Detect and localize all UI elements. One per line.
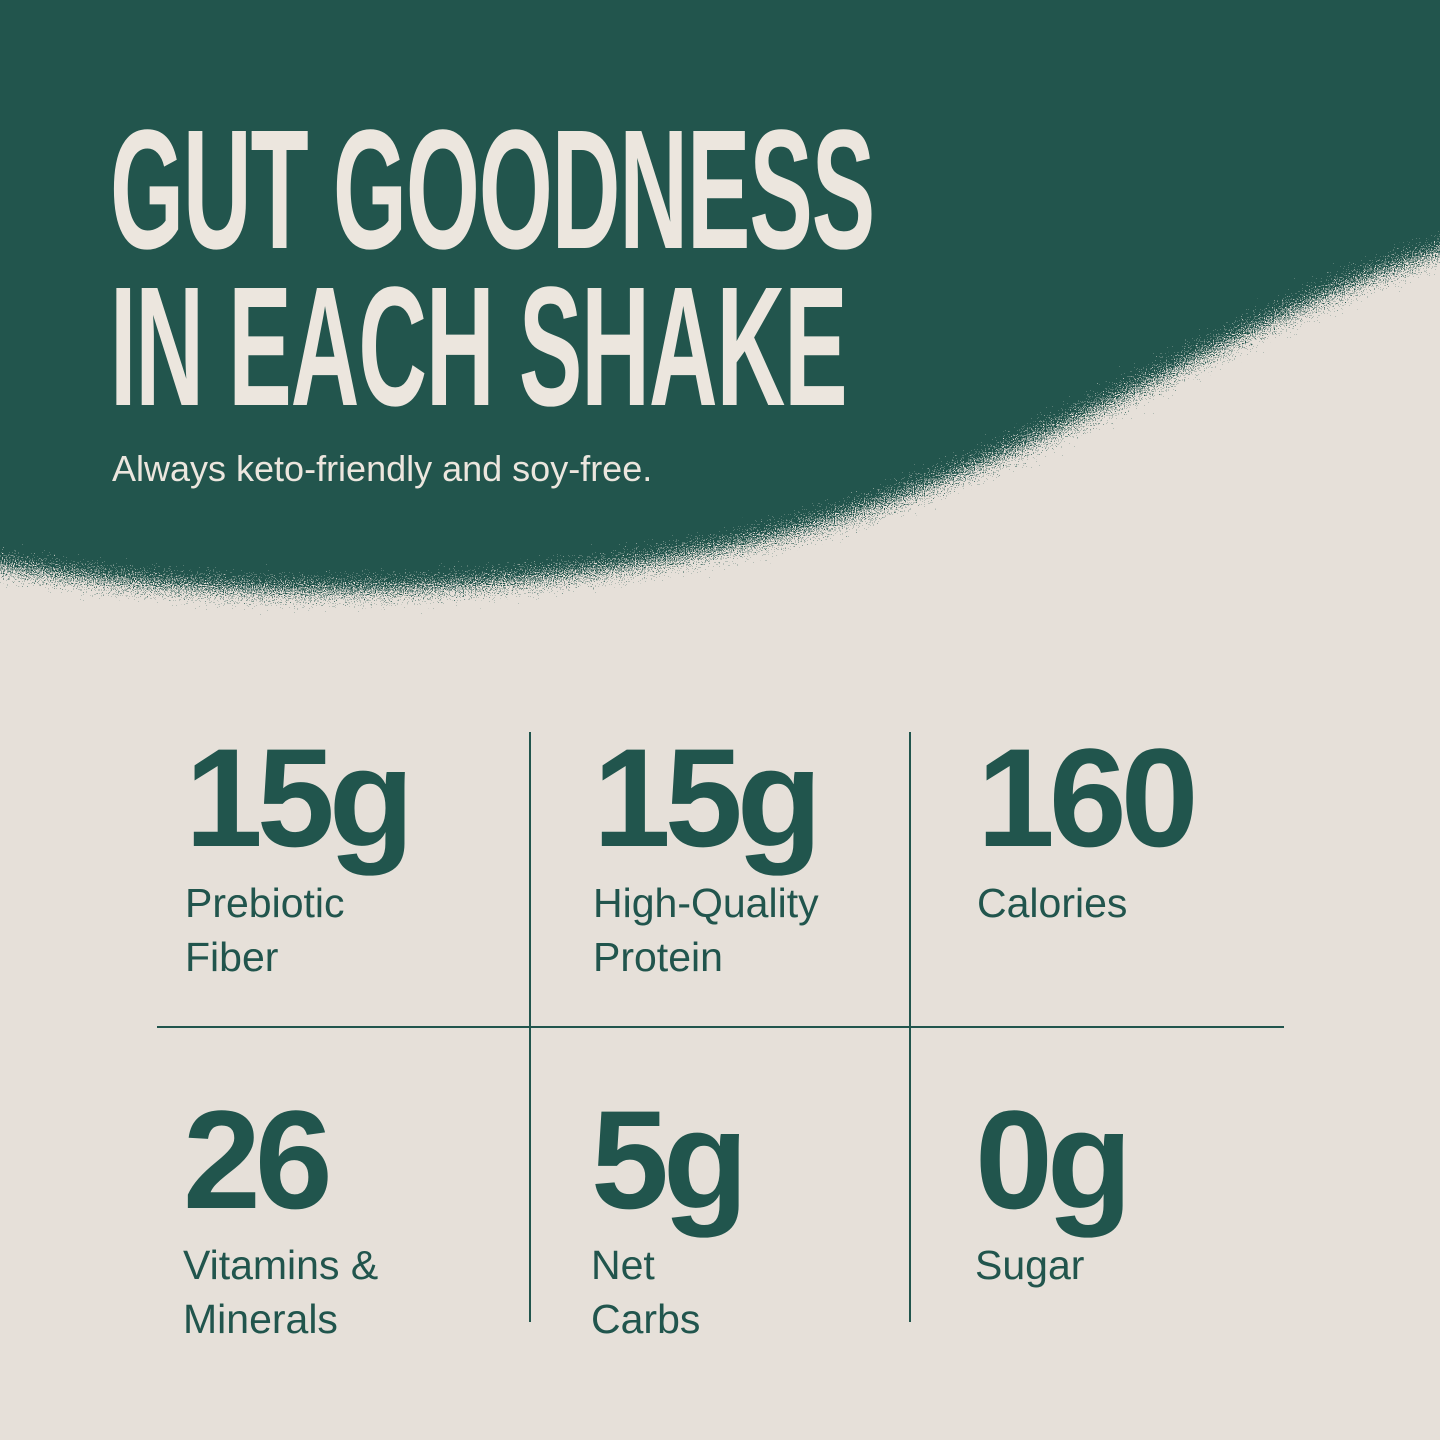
grid-divider-horizontal <box>157 1026 1284 1028</box>
stat-value: 5g <box>591 1081 748 1238</box>
stat-label: Prebiotic Fiber <box>185 880 345 980</box>
stat-prebiotic-fiber: 15g Prebiotic Fiber <box>185 719 414 984</box>
stat-value: 26 <box>183 1081 333 1238</box>
stat-value: 160 <box>977 719 1199 876</box>
stat-value: 15g <box>593 719 822 876</box>
stat-calories: 160 Calories <box>977 719 1199 930</box>
stat-label: Net Carbs <box>591 1242 701 1342</box>
stat-label: High-Quality Protein <box>593 880 819 980</box>
stat-net-carbs: 5g Net Carbs <box>591 1081 748 1346</box>
stat-label: Sugar <box>975 1242 1085 1288</box>
headline-line-2: IN EACH SHAKE <box>110 252 848 442</box>
subtitle: Always keto-friendly and soy-free. <box>112 448 653 489</box>
stat-value: 15g <box>185 719 414 876</box>
stat-sugar: 0g Sugar <box>975 1081 1132 1292</box>
stat-label: Vitamins & Minerals <box>183 1242 379 1342</box>
stat-label: Calories <box>977 880 1128 926</box>
stat-value: 0g <box>975 1081 1132 1238</box>
stat-vitamins-minerals: 26 Vitamins & Minerals <box>183 1090 378 1346</box>
stat-protein: 15g High-Quality Protein <box>593 719 822 984</box>
headline-line-1: GUT GOODNESS <box>110 95 875 285</box>
